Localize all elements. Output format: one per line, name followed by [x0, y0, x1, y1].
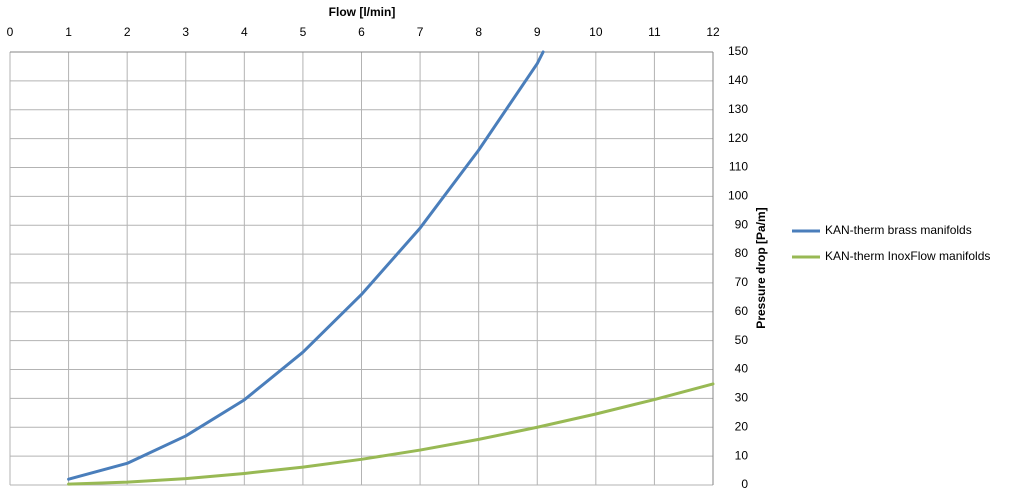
y-axis-title: Pressure drop [Pa/m]: [754, 207, 768, 328]
y-tick-label: 80: [735, 246, 749, 260]
y-tick-label: 70: [735, 275, 749, 289]
x-tick-label: 1: [65, 25, 72, 39]
y-tick-label: 30: [735, 391, 749, 405]
x-tick-label: 0: [7, 25, 14, 39]
y-tick-label: 20: [735, 419, 749, 433]
y-tick-label: 130: [728, 102, 748, 116]
y-tick-label: 60: [735, 304, 749, 318]
series-line: [67, 50, 545, 481]
x-tick-label: 8: [475, 25, 482, 39]
x-tick-label: 10: [589, 25, 603, 39]
y-tick-label: 0: [741, 477, 748, 491]
y-tick-label: 90: [735, 217, 749, 231]
y-tick-label: 140: [728, 73, 748, 87]
y-tick-label: 50: [735, 333, 749, 347]
x-tick-label: 5: [300, 25, 307, 39]
y-tick-label: 40: [735, 362, 749, 376]
x-tick-label: 11: [648, 25, 661, 39]
x-tick-label: 2: [124, 25, 131, 39]
y-tick-label: 10: [735, 448, 749, 462]
y-tick-label: 110: [729, 160, 748, 174]
x-tick-label: 7: [417, 25, 424, 39]
x-tick-label: 6: [358, 25, 365, 39]
x-tick-label: 4: [241, 25, 248, 39]
x-tick-label: 3: [182, 25, 189, 39]
x-tick-label: 12: [706, 25, 720, 39]
y-tick-label: 100: [728, 189, 748, 203]
y-tick-label: 150: [728, 44, 748, 58]
legend-label: KAN-therm brass manifolds: [825, 223, 972, 237]
legend-label: KAN-therm InoxFlow manifolds: [825, 249, 990, 263]
series-line: [67, 382, 715, 486]
x-tick-label: 9: [534, 25, 541, 39]
y-tick-label: 120: [728, 131, 748, 145]
x-axis-title: Flow [l/min]: [329, 5, 396, 19]
